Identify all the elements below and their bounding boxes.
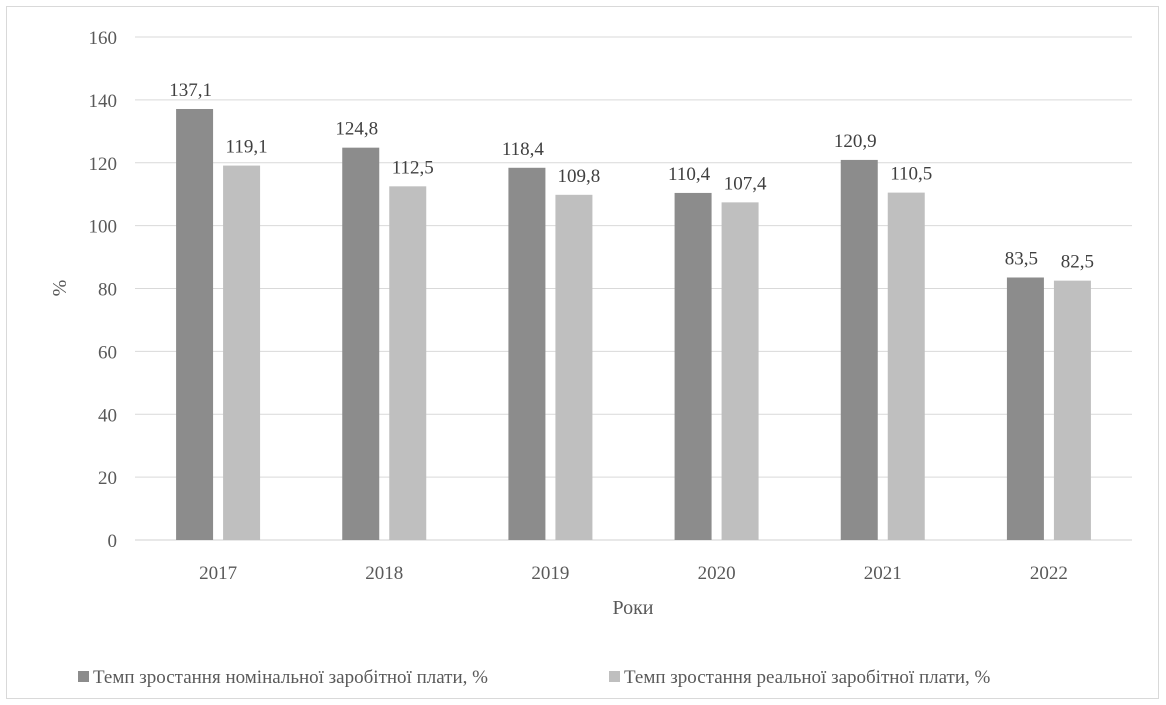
data-label-nominal-2017: 137,1 <box>169 80 212 101</box>
legend-swatch-real <box>609 671 620 682</box>
data-label-nominal-2019: 118,4 <box>502 139 545 160</box>
x-tick-label-2020: 2020 <box>698 563 736 584</box>
y-tick-label: 140 <box>89 91 118 112</box>
bar-nominal-2022 <box>1006 277 1044 540</box>
data-label-nominal-2022: 83,5 <box>1005 248 1038 269</box>
x-tick-label-2021: 2021 <box>864 563 902 584</box>
x-tick-label-2017: 2017 <box>199 563 237 584</box>
bars <box>176 108 1091 540</box>
bar-real-2022 <box>1053 280 1091 540</box>
x-tick-label-2018: 2018 <box>365 563 403 584</box>
y-tick-label: 20 <box>98 468 117 489</box>
bar-nominal-2021 <box>840 159 878 540</box>
bar-real-2018 <box>389 186 427 540</box>
bar-real-2020 <box>721 202 759 540</box>
y-axis-title: % <box>49 280 71 297</box>
data-label-nominal-2018: 124,8 <box>335 119 378 140</box>
data-labels: 137,1 119,1 124,8 112,5 118,4 109,8 110,4 107,4… <box>169 80 1094 273</box>
bar-real-2017 <box>223 165 261 540</box>
y-tick-label: 80 <box>98 280 117 301</box>
bar-nominal-2020 <box>674 192 712 540</box>
y-tick-label: 100 <box>89 217 118 238</box>
bar-real-2021 <box>887 192 925 540</box>
data-label-real-2017: 119,1 <box>226 137 268 158</box>
bar-real-2019 <box>555 194 593 540</box>
y-axis-ticks: 0 20 40 60 80 100 120 140 160 <box>89 28 118 552</box>
y-tick-label: 120 <box>89 154 118 175</box>
data-label-real-2021: 110,5 <box>890 164 932 185</box>
gridlines <box>135 36 1132 541</box>
legend: Темп зростання номінальної заробітної пл… <box>78 667 991 688</box>
data-label-real-2019: 109,8 <box>558 166 601 187</box>
x-tick-label-2019: 2019 <box>531 563 569 584</box>
bar-nominal-2017 <box>176 108 214 540</box>
y-tick-label: 60 <box>98 342 117 363</box>
data-label-real-2022: 82,5 <box>1061 252 1094 273</box>
data-label-nominal-2020: 110,4 <box>668 164 711 185</box>
x-axis-ticks: 2017 2018 2019 2020 2021 2022 <box>199 563 1068 584</box>
bar-nominal-2018 <box>342 147 380 540</box>
y-tick-label: 40 <box>98 405 117 426</box>
x-tick-label-2022: 2022 <box>1030 563 1068 584</box>
legend-swatch-nominal <box>78 671 89 682</box>
data-label-nominal-2021: 120,9 <box>834 131 877 152</box>
y-tick-label: 160 <box>89 28 118 49</box>
data-label-real-2020: 107,4 <box>724 173 767 194</box>
legend-label-real: Темп зростання реальної заробітної плати… <box>624 667 991 688</box>
y-tick-label: 0 <box>108 531 118 552</box>
x-axis-title: Роки <box>612 597 653 619</box>
legend-label-nominal: Темп зростання номінальної заробітної пл… <box>93 667 488 688</box>
bar-nominal-2019 <box>508 167 546 540</box>
data-label-real-2018: 112,5 <box>392 157 434 178</box>
